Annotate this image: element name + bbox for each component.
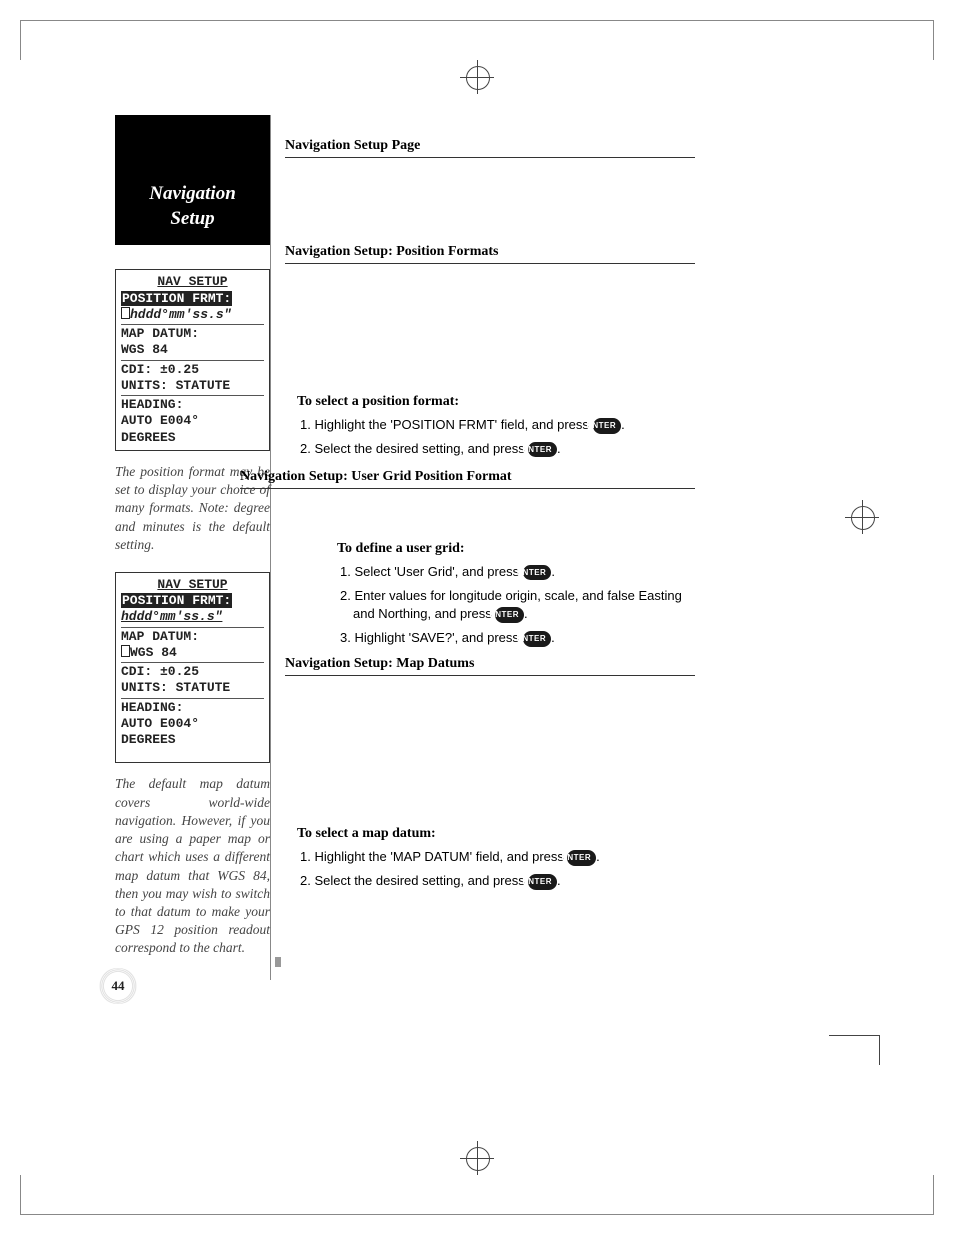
lcd2-units: UNITS: STATUTE xyxy=(121,680,264,696)
lcd2-title: NAV SETUP xyxy=(121,577,264,593)
enter-key-icon: ENTER xyxy=(523,565,552,581)
posfmt-step-2: 2. Select the desired setting, and press… xyxy=(313,440,695,459)
crop-line xyxy=(20,20,934,21)
lcd1-posfrmt-label: POSITION FRMT: xyxy=(121,291,232,306)
lcd2-posfrmt-value: hddd°mm'ss.s" xyxy=(121,609,222,624)
lcd1-heading-deg: DEGREES xyxy=(121,430,264,446)
enter-key-icon: ENTER xyxy=(528,874,557,890)
lcd1-cursor-icon xyxy=(121,307,130,319)
period: . xyxy=(621,417,625,432)
datum-step-1-text: 1. Highlight the 'MAP DATUM' field, and … xyxy=(300,849,567,864)
lcd2-cdi: CDI: ±0.25 xyxy=(121,664,264,680)
grid-step-1: 1. Select 'User Grid', and press ENTER. xyxy=(353,563,695,582)
datum-step-2-text: 2. Select the desired setting, and press xyxy=(300,873,528,888)
datum-step-2: 2. Select the desired setting, and press… xyxy=(313,872,695,891)
period: . xyxy=(557,873,561,888)
lcd1-title: NAV SETUP xyxy=(121,274,264,290)
lcd1-posfrmt-value: hddd°mm'ss.s" xyxy=(130,307,231,322)
grid-step-2: 2. Enter values for longitude origin, sc… xyxy=(353,587,695,625)
sidebar-title-line2: Setup xyxy=(170,208,214,229)
posfmt-step-1: 1. Highlight the 'POSITION FRMT' field, … xyxy=(313,416,695,435)
registration-mark-icon xyxy=(460,60,494,94)
lcd1-heading-label: HEADING: xyxy=(121,397,264,413)
main-content: Navigation Setup Page Navigation Setup: … xyxy=(285,120,695,896)
period: . xyxy=(551,630,555,645)
lcd2-datum-label: MAP DATUM: xyxy=(121,629,264,645)
subhead-select-position-format: To select a position format: xyxy=(297,394,695,410)
crop-line xyxy=(933,20,934,60)
column-divider xyxy=(270,115,271,980)
lcd1-cdi: CDI: ±0.25 xyxy=(121,362,264,378)
page-number-badge: 44 xyxy=(101,972,135,1000)
crop-line xyxy=(933,1175,934,1215)
heading-position-formats: Navigation Setup: Position Formats xyxy=(285,244,695,264)
lcd2-datum-value: WGS 84 xyxy=(130,645,177,660)
posfmt-step-2-text: 2. Select the desired setting, and press xyxy=(300,441,528,456)
page-root: Navigation Setup NAV SETUP POSITION FRMT… xyxy=(0,0,954,1235)
sidebar-black-block xyxy=(115,115,270,170)
lcd2-cursor-icon xyxy=(121,645,130,657)
enter-key-icon: ENTER xyxy=(593,418,622,434)
enter-key-icon: ENTER xyxy=(528,442,557,458)
period: . xyxy=(551,564,555,579)
sidebar: Navigation Setup NAV SETUP POSITION FRMT… xyxy=(115,115,270,958)
footer-marker-icon xyxy=(275,957,281,967)
period: . xyxy=(524,606,528,621)
registration-mark-icon xyxy=(460,1141,494,1175)
enter-key-icon: ENTER xyxy=(567,850,596,866)
enter-key-icon: ENTER xyxy=(523,631,552,647)
lcd-screenshot-2: NAV SETUP POSITION FRMT: hddd°mm'ss.s" M… xyxy=(115,572,270,764)
registration-mark-icon xyxy=(845,500,879,534)
caption-2: The default map datum covers world-wide … xyxy=(115,775,270,957)
heading-user-grid: Navigation Setup: User Grid Position For… xyxy=(240,469,512,484)
subhead-select-map-datum: To select a map datum: xyxy=(297,826,695,842)
lcd2-heading-label: HEADING: xyxy=(121,700,264,716)
period: . xyxy=(596,849,600,864)
crop-line xyxy=(20,1214,934,1215)
heading-nav-setup-page: Navigation Setup Page xyxy=(285,138,695,158)
lcd1-units: UNITS: STATUTE xyxy=(121,378,264,394)
subhead-define-user-grid: To define a user grid: xyxy=(337,541,695,557)
lcd1-datum-value: WGS 84 xyxy=(121,342,264,358)
grid-step-1-text: 1. Select 'User Grid', and press xyxy=(340,564,523,579)
lcd-screenshot-1: NAV SETUP POSITION FRMT: hddd°mm'ss.s" M… xyxy=(115,269,270,451)
lcd2-posfrmt-label: POSITION FRMT: xyxy=(121,593,232,608)
crop-line xyxy=(20,1175,21,1215)
period: . xyxy=(557,441,561,456)
grid-step-3: 3. Highlight 'SAVE?', and press ENTER. xyxy=(353,629,695,648)
lcd2-heading-deg: DEGREES xyxy=(121,732,264,748)
enter-key-icon: ENTER xyxy=(495,607,524,623)
heading-map-datums: Navigation Setup: Map Datums xyxy=(285,656,695,676)
page-number: 44 xyxy=(112,978,125,993)
posfmt-step-1-text: 1. Highlight the 'POSITION FRMT' field, … xyxy=(300,417,593,432)
sidebar-title: Navigation Setup xyxy=(115,170,270,245)
lcd1-datum-label: MAP DATUM: xyxy=(121,326,264,342)
lcd2-heading-auto: AUTO E004° xyxy=(121,716,264,732)
crop-line xyxy=(20,20,21,60)
sidebar-title-line1: Navigation xyxy=(149,183,236,204)
datum-step-1: 1. Highlight the 'MAP DATUM' field, and … xyxy=(313,848,695,867)
lcd1-heading-auto: AUTO E004° xyxy=(121,413,264,429)
grid-step-3-text: 3. Highlight 'SAVE?', and press xyxy=(340,630,523,645)
